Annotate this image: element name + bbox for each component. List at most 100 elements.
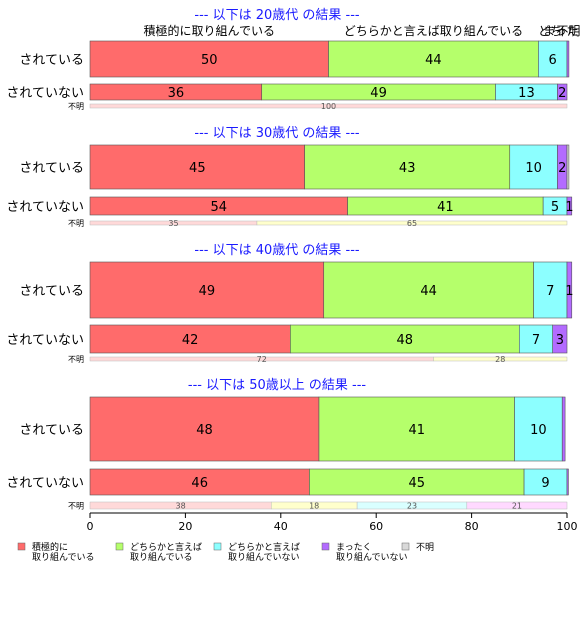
- data-label: 43: [399, 161, 416, 176]
- data-label: 100: [321, 102, 336, 111]
- row-label: 不明: [68, 102, 84, 111]
- legend-label: どちらかと言えば: [228, 541, 300, 553]
- legend-label: 積極的に: [32, 541, 68, 553]
- data-label: 7: [532, 333, 540, 348]
- top-label-0: 積極的に取り組んでいる: [144, 23, 275, 38]
- bar-segment: [561, 396, 566, 462]
- data-label: 65: [407, 219, 417, 228]
- data-label: 10: [530, 423, 547, 438]
- row-label: されている: [19, 284, 84, 299]
- data-label: 49: [370, 86, 387, 101]
- data-label: 44: [420, 284, 437, 299]
- bar-segment: [566, 40, 570, 78]
- x-tick-label: 20: [178, 520, 192, 533]
- legend-swatch: [17, 542, 26, 551]
- data-label: 49: [199, 284, 216, 299]
- bar-segment: [323, 261, 534, 319]
- bar-segment: [256, 220, 568, 226]
- data-label: 10: [525, 161, 542, 176]
- data-label: 46: [191, 476, 208, 491]
- bar-segment: [566, 468, 569, 496]
- legend-label: 取り組んでいる: [32, 551, 95, 563]
- row-label: されている: [19, 53, 84, 68]
- data-label: 28: [495, 355, 505, 364]
- bar-segment: [566, 196, 573, 216]
- bar-segment: [557, 83, 568, 101]
- data-label: 1: [565, 284, 573, 299]
- legend-label: 取り組んでいない: [228, 551, 300, 563]
- row-label: 不明: [68, 219, 84, 228]
- data-label: 36: [168, 86, 185, 101]
- data-label: 38: [176, 502, 186, 511]
- x-tick-label: 100: [557, 520, 578, 533]
- data-label: 23: [407, 502, 417, 511]
- legend-label: 取り組んでいる: [130, 551, 193, 563]
- data-label: 13: [518, 86, 535, 101]
- legend-label: まったく: [336, 542, 372, 553]
- legend-swatch: [115, 542, 124, 551]
- bar-segment: [514, 396, 563, 462]
- bar-segment: [290, 324, 520, 354]
- group-title: --- 以下は 30歳代 の結果 ---: [194, 126, 360, 141]
- row-label: 不明: [68, 502, 84, 511]
- data-label: 44: [425, 53, 442, 68]
- row-label: されていない: [6, 86, 84, 101]
- bar-segment: [304, 144, 511, 190]
- data-label: 41: [437, 200, 454, 215]
- bar-segment: [309, 468, 525, 496]
- bar-segment: [566, 144, 570, 190]
- row-label: されていない: [6, 333, 84, 348]
- data-label: 2: [558, 161, 566, 176]
- data-label: 5: [551, 200, 559, 215]
- data-label: 42: [182, 333, 199, 348]
- legend-label: 取り組んでいない: [336, 551, 408, 563]
- group-title: --- 以下は 20歳代 の結果 ---: [194, 8, 360, 23]
- legend-swatch: [213, 542, 222, 551]
- top-label-3: まった: [543, 24, 579, 38]
- data-label: 6: [549, 53, 557, 68]
- data-label: 48: [196, 423, 213, 438]
- x-tick-label: 40: [274, 520, 288, 533]
- bar-segment: [533, 261, 568, 319]
- legend-swatch: [321, 542, 330, 551]
- data-label: 72: [257, 355, 267, 364]
- data-label: 54: [211, 200, 228, 215]
- bar-segment: [318, 396, 515, 462]
- top-label-1: どちらかと言えば取り組んでいる: [344, 24, 523, 38]
- row-label: されていない: [6, 476, 84, 491]
- data-label: 18: [309, 502, 319, 511]
- bar-segment: [89, 40, 329, 78]
- bar-segment: [89, 324, 291, 354]
- bar-segment: [89, 261, 325, 319]
- group-title: --- 以下は 50歳以上 の結果 ---: [188, 378, 367, 393]
- data-label: 2: [558, 86, 566, 101]
- row-label: 不明: [68, 355, 84, 364]
- bar-segment: [89, 468, 310, 496]
- bar-segment: [523, 468, 568, 496]
- data-label: 1: [565, 200, 573, 215]
- data-label: 3: [556, 333, 564, 348]
- data-label: 48: [397, 333, 414, 348]
- bar-segment: [433, 356, 568, 362]
- bar-segment: [538, 40, 568, 78]
- data-label: 35: [168, 219, 178, 228]
- bar-segment: [89, 103, 568, 109]
- x-tick-label: 80: [465, 520, 479, 533]
- bar-segment: [566, 261, 573, 319]
- row-label: されている: [19, 423, 84, 438]
- data-label: 7: [546, 284, 554, 299]
- data-label: 21: [512, 502, 522, 511]
- data-label: 45: [408, 476, 425, 491]
- legend-label: どちらかと言えば: [130, 541, 202, 553]
- bar-segment: [466, 501, 568, 510]
- data-label: 45: [189, 161, 206, 176]
- bar-segment: [552, 324, 568, 354]
- row-label: されていない: [6, 200, 84, 215]
- data-label: 9: [541, 476, 549, 491]
- legend-label: 不明: [416, 542, 434, 553]
- data-label: 41: [408, 423, 425, 438]
- group-title: --- 以下は 40歳代 の結果 ---: [194, 243, 360, 258]
- x-tick-label: 0: [87, 520, 94, 533]
- row-label: されている: [19, 161, 84, 176]
